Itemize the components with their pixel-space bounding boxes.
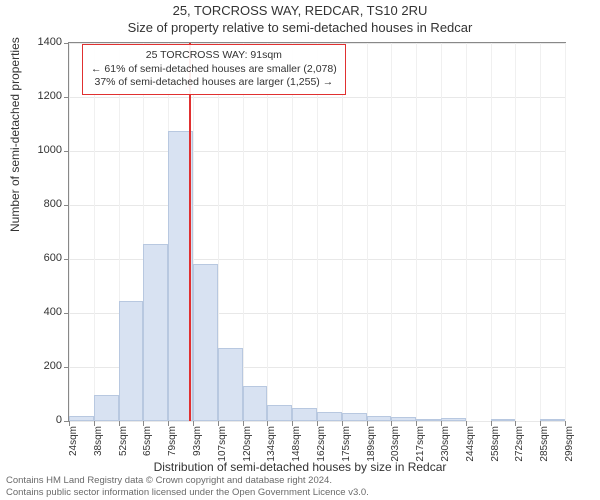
footer-line2: Contains public sector information licen… [6, 487, 369, 498]
ytick-label: 400 [22, 306, 62, 318]
ytick-label: 1200 [22, 90, 62, 102]
histogram-bar [292, 408, 317, 421]
chart-area: 0200400600800100012001400 24sqm38sqm52sq… [68, 42, 566, 422]
histogram-bar [94, 395, 119, 421]
gridline-v [441, 43, 442, 421]
gridline-v [292, 43, 293, 421]
ytick-label: 800 [22, 198, 62, 210]
gridline-v [565, 43, 566, 421]
histogram-bar [143, 244, 168, 421]
gridline-v [515, 43, 516, 421]
histogram-bar [391, 417, 416, 421]
histogram-bar [218, 348, 243, 421]
histogram-bar [69, 416, 94, 421]
gridline-v [416, 43, 417, 421]
histogram-bar [367, 416, 392, 421]
gridline-v [94, 43, 95, 421]
chart-container: 25, TORCROSS WAY, REDCAR, TS10 2RU Size … [0, 0, 600, 500]
gridline-v [540, 43, 541, 421]
histogram-bar [491, 419, 516, 421]
gridline-v [391, 43, 392, 421]
title-address: 25, TORCROSS WAY, REDCAR, TS10 2RU [0, 3, 600, 18]
histogram-bar [342, 413, 367, 421]
gridline-v [317, 43, 318, 421]
annotation-line: 37% of semi-detached houses are larger (… [91, 76, 337, 90]
histogram-bar [119, 301, 144, 421]
histogram-bar [441, 418, 466, 421]
gridline-v [342, 43, 343, 421]
histogram-bar [243, 386, 268, 421]
gridline-v [69, 43, 70, 421]
ytick-label: 1000 [22, 144, 62, 156]
gridline-v [367, 43, 368, 421]
histogram-bar [416, 419, 441, 421]
gridline-v [243, 43, 244, 421]
ytick-label: 200 [22, 360, 62, 372]
ytick-label: 1400 [22, 36, 62, 48]
footer: Contains HM Land Registry data © Crown c… [6, 475, 369, 498]
plot-area [68, 42, 566, 422]
footer-line1: Contains HM Land Registry data © Crown c… [6, 475, 369, 486]
title-subtitle: Size of property relative to semi-detach… [0, 20, 600, 35]
histogram-bar [540, 419, 565, 421]
gridline-v [267, 43, 268, 421]
gridline-v [466, 43, 467, 421]
x-axis-label: Distribution of semi-detached houses by … [0, 460, 600, 474]
ytick-label: 0 [22, 414, 62, 426]
annotation-line: 25 TORCROSS WAY: 91sqm [91, 49, 337, 63]
histogram-bar [267, 405, 292, 421]
reference-line [189, 43, 191, 421]
annotation-line: ← 61% of semi-detached houses are smalle… [91, 63, 337, 77]
histogram-bar [193, 264, 218, 421]
annotation-box: 25 TORCROSS WAY: 91sqm← 61% of semi-deta… [82, 44, 346, 95]
y-axis-label: Number of semi-detached properties [8, 37, 22, 232]
histogram-bar [317, 412, 342, 421]
gridline-v [491, 43, 492, 421]
ytick-label: 600 [22, 252, 62, 264]
